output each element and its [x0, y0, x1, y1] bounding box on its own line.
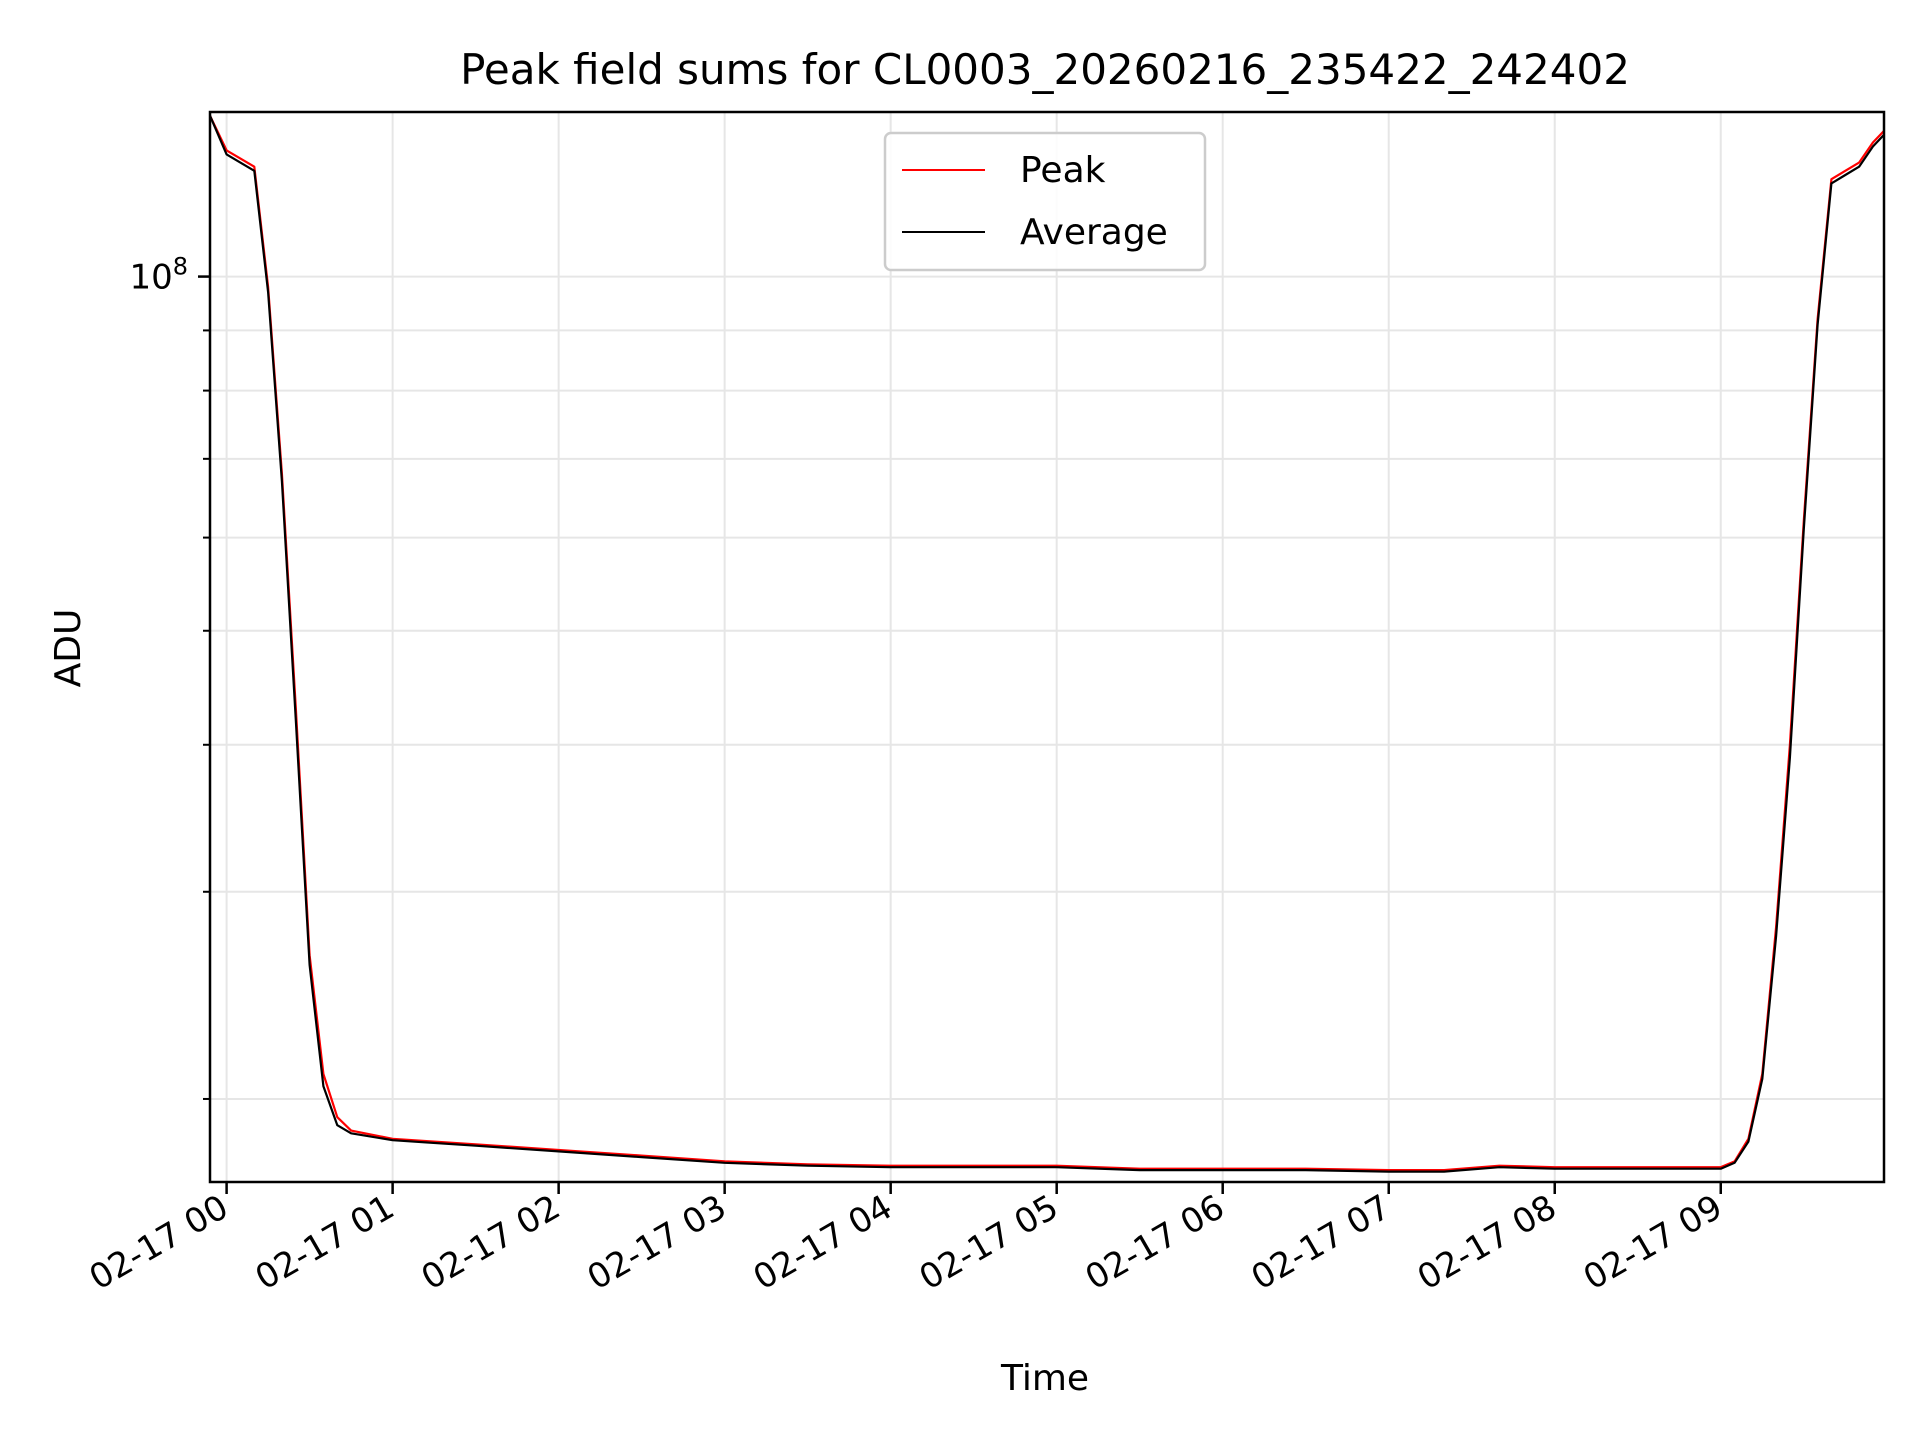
- series-layer: [208, 115, 1885, 1173]
- axes-frame: [208, 110, 1886, 1184]
- plot-area: [208, 110, 1886, 1184]
- y-axis-label: ADU: [48, 609, 89, 688]
- y-tick-label: 108: [129, 253, 188, 298]
- legend-box: [883, 131, 1207, 272]
- legend-label-peak: Peak: [1020, 150, 1106, 191]
- legend-label-average: Average: [1020, 212, 1168, 253]
- grid: [210, 112, 1884, 1182]
- series-line-average: [208, 115, 1885, 1173]
- x-axis-label: Time: [1000, 1358, 1089, 1399]
- chart-title: Peak field sums for CL0003_20260216_2354…: [460, 45, 1630, 94]
- y-axis: 108: [129, 253, 210, 1100]
- legend: Peak Average: [883, 131, 1207, 272]
